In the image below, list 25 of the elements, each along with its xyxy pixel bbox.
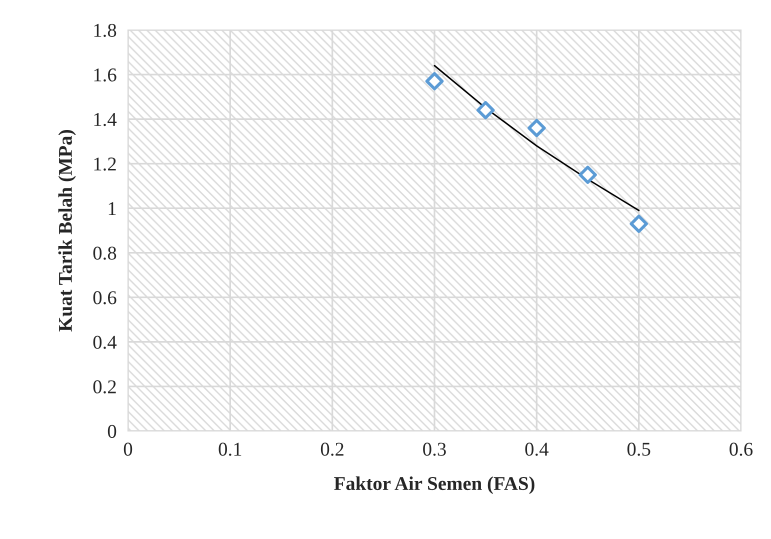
y-tick-label: 0.4 [93, 336, 117, 349]
line-series [434, 64, 640, 212]
point [528, 118, 546, 138]
x-tick-label: 0.5 [627, 442, 650, 456]
y-tick-label: 1.8 [94, 24, 116, 38]
y-tick-label: 1.4 [94, 113, 117, 126]
y-tick-label: 0.8 [93, 246, 116, 260]
x-tick-label: 0.3 [423, 442, 446, 456]
point [476, 101, 495, 120]
y-tick-label: 0 [108, 424, 116, 438]
y-tick-label: 1 [108, 202, 116, 215]
x-tick-label: 0.4 [525, 442, 549, 456]
point [425, 72, 444, 90]
x-tick-label: 0.2 [320, 442, 344, 456]
x-tick-label: 0.1 [218, 442, 242, 456]
x-tick-label: 0 [124, 442, 132, 456]
y-tick-label: 1.6 [94, 68, 116, 82]
y-tick-label: 1.2 [94, 158, 116, 171]
x-tick-label: 0.6 [730, 442, 753, 456]
y-tick-label: 0.2 [93, 380, 116, 394]
y-tick-label: 0.6 [93, 291, 116, 304]
x-axis-title: Faktor Air Semen (FAS) [334, 476, 534, 494]
point [578, 166, 597, 184]
y-axis-title: Kuat Tarik Belah (MPa) [58, 130, 76, 332]
point [630, 214, 648, 233]
